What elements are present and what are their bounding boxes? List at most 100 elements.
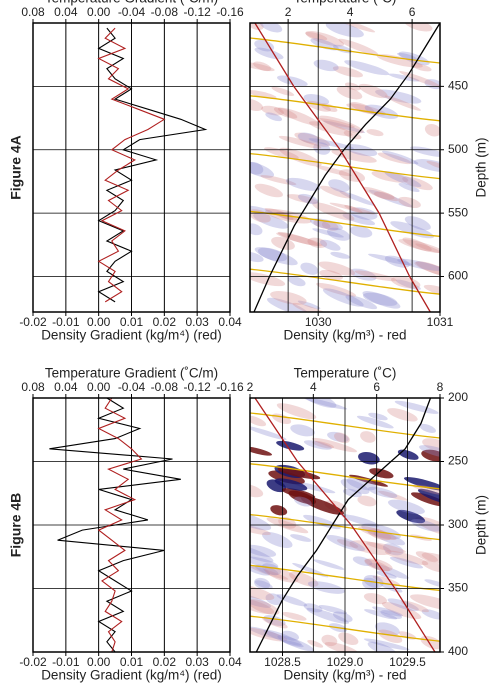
seismic-blob <box>339 191 375 206</box>
x2-tick-label: 2 <box>285 5 292 19</box>
seismic-blob <box>276 75 308 87</box>
x2-tick-label: 6 <box>409 5 416 19</box>
profile-line <box>49 397 181 653</box>
seismic-blob <box>257 247 287 262</box>
seismic-blob <box>250 524 271 536</box>
seismic-blob <box>382 543 404 556</box>
x-axis-label: Density (kg/m³) - red <box>283 668 406 683</box>
seismic-blob <box>260 175 297 186</box>
seismic-blob <box>266 297 309 312</box>
seismic-blob <box>421 609 440 620</box>
seismic-blob <box>349 540 392 556</box>
seismic-blob <box>421 552 440 565</box>
seismic-blob <box>349 225 373 238</box>
seismic-blob <box>290 424 315 437</box>
seismic-blob <box>344 144 378 157</box>
seismic-blob <box>318 261 356 276</box>
seismic-blob <box>281 612 307 621</box>
seismic-blob <box>307 581 345 594</box>
x-tick-label: 1030 <box>305 315 332 329</box>
seismic-blob <box>371 170 409 183</box>
seismic-blob <box>265 593 284 605</box>
seismic-blob <box>326 534 366 552</box>
x-tick-label: 0.04 <box>218 655 242 669</box>
seismic-blob <box>363 638 410 651</box>
seismic-blob <box>303 94 330 106</box>
seismic-blob <box>368 189 413 208</box>
x2-tick-label: 0.00 <box>87 5 111 19</box>
seismic-blob <box>384 550 429 566</box>
seismic-blob <box>250 545 274 563</box>
seismic-blob <box>297 132 320 144</box>
seismic-blob <box>340 478 370 495</box>
seismic-blob <box>281 630 300 641</box>
seismic-blob <box>426 160 440 171</box>
x-tick-label: -0.02 <box>19 315 47 329</box>
seismic-blob <box>270 505 288 516</box>
seismic-blob <box>322 288 364 307</box>
seismic-blob <box>253 61 272 72</box>
seismic-blob <box>349 207 378 220</box>
seismic-blob <box>376 54 423 68</box>
y-tick-label: 450 <box>448 79 468 93</box>
seismic-blob <box>250 556 279 569</box>
profile-line <box>254 397 436 653</box>
y-tick-label: 550 <box>448 205 468 219</box>
seismic-blob <box>268 470 305 485</box>
seismic-blob <box>404 23 433 32</box>
seismic-blob <box>387 499 425 515</box>
x-tick-label: 0.03 <box>185 655 209 669</box>
seismic-blob <box>259 23 283 33</box>
y-tick-label: 500 <box>448 142 468 156</box>
seismic-blob <box>307 639 324 648</box>
seismic-blob <box>264 207 298 221</box>
seismic-blob <box>366 542 406 553</box>
seismic-blob <box>358 83 388 99</box>
profile-line <box>255 397 432 653</box>
seismic-blob <box>313 559 345 570</box>
seismic-blob <box>403 477 440 491</box>
seismic-blob <box>294 132 331 147</box>
x-tick-label: 1031 <box>427 315 454 329</box>
seismic-blob <box>369 468 394 479</box>
seismic-blob <box>310 38 339 51</box>
seismic-blob <box>300 262 319 275</box>
seismic-blob <box>254 183 283 198</box>
seismic-blob <box>397 258 440 271</box>
x2-tick-label: -0.04 <box>118 380 146 394</box>
x2-tick-label: 0.04 <box>54 380 78 394</box>
seismic-blob <box>338 38 379 56</box>
x2-tick-label: 0.00 <box>87 380 111 394</box>
seismic-blob <box>411 63 432 72</box>
seismic-blob <box>250 566 289 580</box>
seismic-blob <box>320 239 341 251</box>
seismic-blob <box>340 514 380 527</box>
seismic-blob <box>398 183 420 193</box>
seismic-blob <box>368 253 413 266</box>
seismic-blob <box>262 563 281 576</box>
seismic-blob <box>354 270 398 282</box>
seismic-blob <box>364 609 398 620</box>
seismic-blob <box>378 490 408 501</box>
y-tick-label: 250 <box>448 454 468 468</box>
seismic-blob <box>273 107 298 119</box>
x-tick-label: 0.00 <box>87 655 111 669</box>
seismic-blob <box>363 593 388 605</box>
seismic-blob <box>254 39 275 52</box>
isopycnal <box>250 37 440 64</box>
seismic-blob <box>254 577 271 590</box>
seismic-blob <box>254 47 284 60</box>
seismic-blob <box>397 449 419 460</box>
x2-tick-label: -0.08 <box>151 380 179 394</box>
x-tick-label: -0.02 <box>19 655 47 669</box>
seismic-blob <box>329 202 375 215</box>
x2-tick-label: 8 <box>437 380 444 394</box>
seismic-blob <box>387 408 418 422</box>
seismic-blob <box>288 276 306 287</box>
seismic-blob <box>254 580 273 589</box>
seismic-blob <box>250 61 275 72</box>
seismic-blob <box>364 104 399 119</box>
seismic-blob <box>293 496 312 507</box>
seismic-blob <box>389 556 424 569</box>
